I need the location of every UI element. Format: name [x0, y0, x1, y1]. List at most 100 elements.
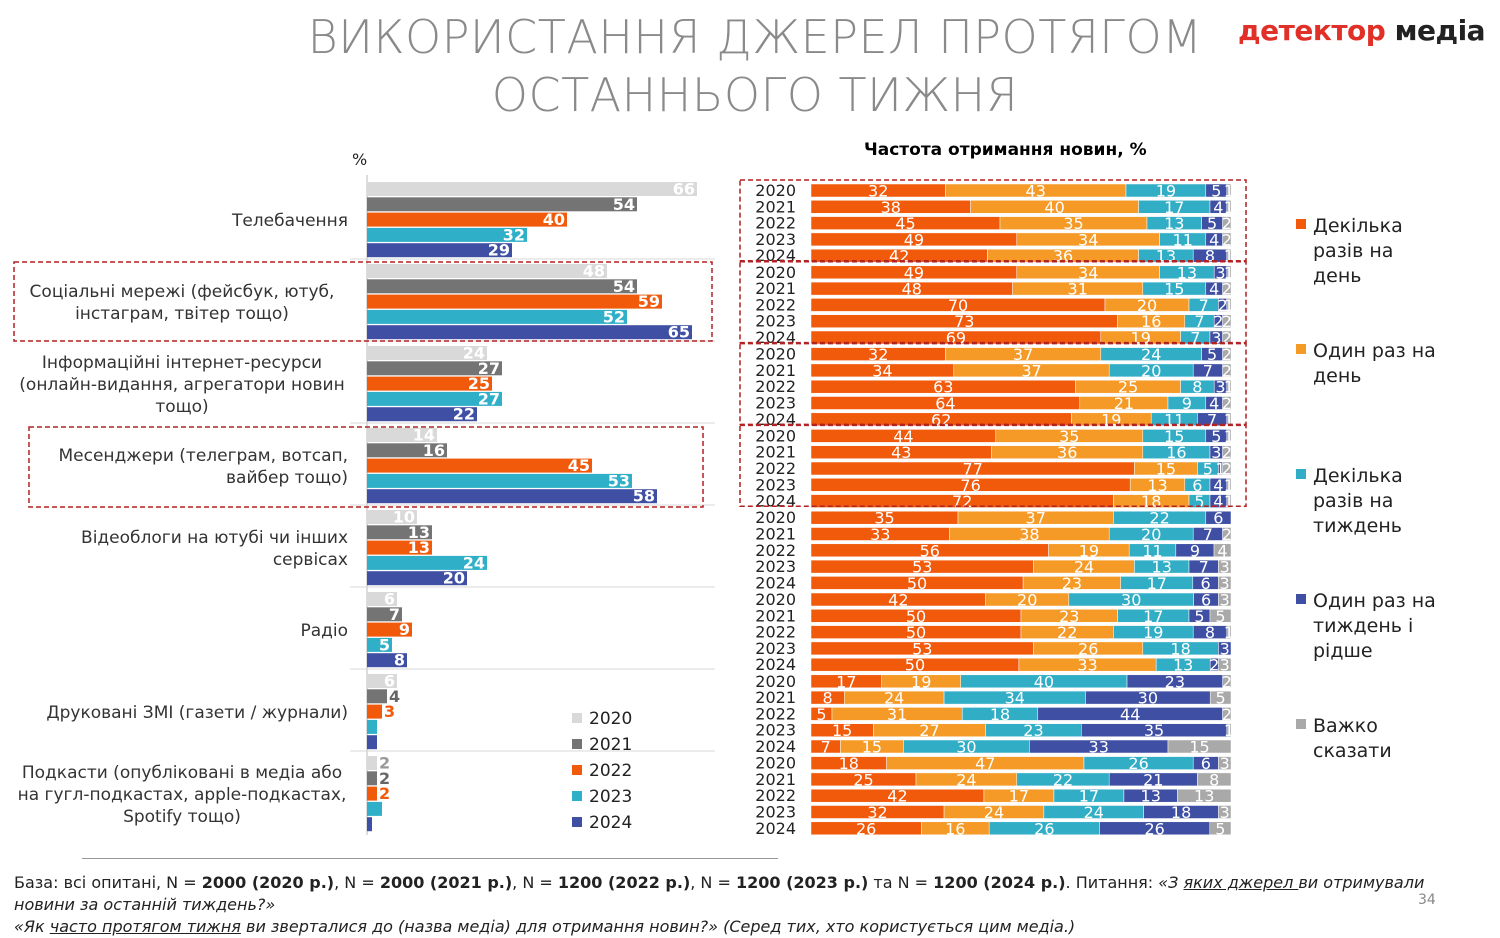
- year-label: 2021: [755, 688, 796, 707]
- segment-value-label: 24: [984, 803, 1004, 822]
- segment-value-label: 35: [1063, 214, 1083, 233]
- stack-segment: [1177, 788, 1232, 803]
- legend-label: 2023: [589, 787, 632, 807]
- segment-value-label: 18: [1170, 639, 1190, 658]
- category-label: Spotify тощо): [123, 807, 241, 827]
- segment-value-label: 64: [935, 394, 955, 413]
- footer-q1-b: ви отримували новини за останній тиждень…: [14, 873, 1425, 914]
- legend-label: сказати: [1313, 740, 1392, 762]
- bar-2022: [367, 294, 662, 309]
- bar-value-label: 66: [673, 180, 695, 199]
- stack-segment: [1222, 707, 1232, 721]
- stack-segment: [1222, 347, 1232, 361]
- segment-value-label: 2: [1213, 312, 1223, 331]
- stack-segment: [1213, 543, 1232, 558]
- bar-2020: [367, 592, 397, 606]
- segment-value-label: 20: [1141, 525, 1161, 544]
- year-label: 2022: [755, 704, 796, 723]
- bar-value-label: 9: [399, 620, 410, 639]
- stack-segment: [1222, 314, 1232, 328]
- segment-value-label: 50: [906, 607, 926, 626]
- segment-value-label: 16: [1141, 312, 1161, 331]
- year-label: 2020: [755, 508, 796, 527]
- segment-value-label: 2: [1218, 296, 1228, 315]
- bar-2023: [367, 555, 487, 570]
- segment-value-label: 20: [1017, 591, 1037, 610]
- segment-value-label: 19: [1079, 541, 1099, 560]
- footer-sep4: та N =: [868, 873, 934, 892]
- legend-label: разів на: [1313, 240, 1393, 262]
- segment-value-label: 32: [867, 803, 887, 822]
- segment-value-label: 26: [1034, 819, 1054, 838]
- segment-value-label: 26: [1078, 639, 1098, 658]
- segment-value-label: 11: [1173, 230, 1193, 249]
- year-label: 2022: [755, 295, 796, 314]
- year-label: 2021: [755, 770, 796, 789]
- logo-part-1: детектор: [1238, 14, 1386, 47]
- segment-value-label: 1: [1224, 182, 1234, 201]
- bar-2024: [367, 735, 377, 750]
- stack-segment: [1218, 756, 1232, 770]
- segment-value-label: 11: [1164, 410, 1184, 429]
- bar-2023: [367, 309, 627, 324]
- left-chart-unit: %: [352, 150, 368, 169]
- segment-value-label: 32: [868, 345, 888, 364]
- segment-value-label: 17: [1147, 574, 1167, 593]
- segment-value-label: 1: [1224, 476, 1234, 495]
- legend-label: Важко: [1313, 715, 1378, 737]
- footer-q1-underline: яких джерел: [1183, 873, 1299, 892]
- segment-value-label: 13: [1156, 247, 1176, 266]
- year-label: 2022: [755, 623, 796, 642]
- bar-value-label: 2: [379, 784, 390, 803]
- segment-value-label: 5: [1194, 492, 1204, 511]
- segment-value-label: 21: [1143, 770, 1163, 789]
- stack-segment: [1226, 379, 1232, 394]
- segment-value-label: 48: [902, 280, 922, 299]
- legend-label: день: [1313, 365, 1361, 387]
- legend-swatch-2022: [572, 765, 582, 775]
- category-label: Радіо: [300, 621, 348, 641]
- stack-segment: [1218, 657, 1232, 672]
- segment-value-label: 3: [1220, 656, 1230, 675]
- stack-segment: [1222, 216, 1232, 230]
- bar-value-label: 2: [379, 754, 390, 773]
- legend-label: тиждень і: [1313, 615, 1413, 637]
- legend-swatch: [1296, 219, 1306, 229]
- bar-value-label: 32: [503, 225, 525, 244]
- segment-value-label: 8: [1209, 770, 1219, 789]
- segment-value-label: 8: [823, 689, 833, 708]
- stack-segment: [1226, 478, 1232, 492]
- category-label: сервісах: [273, 550, 348, 570]
- segment-value-label: 18: [1171, 803, 1191, 822]
- year-label: 2023: [755, 557, 796, 576]
- segment-value-label: 19: [1101, 410, 1121, 429]
- segment-value-label: 7: [1203, 361, 1213, 380]
- segment-value-label: 42: [888, 591, 908, 610]
- segment-value-label: 3: [1220, 639, 1230, 658]
- footer-question-label: . Питання:: [1065, 873, 1159, 892]
- segment-value-label: 49: [904, 230, 924, 249]
- bar-2021: [367, 525, 432, 540]
- footer-q1-a: «З: [1158, 873, 1184, 892]
- bar-value-label: 7: [389, 605, 400, 624]
- stack-segment: [1226, 200, 1232, 214]
- bar-2022: [367, 540, 432, 555]
- category-label: на гугл-подкастах, apple-подкастах,: [18, 785, 347, 805]
- segment-value-label: 53: [912, 558, 932, 577]
- segment-value-label: 53: [912, 639, 932, 658]
- segment-value-label: 5: [1215, 607, 1225, 626]
- segment-value-label: 35: [1059, 427, 1079, 446]
- segment-value-label: 3: [1215, 263, 1225, 282]
- segment-value-label: 13: [1147, 476, 1167, 495]
- year-label: 2020: [755, 181, 796, 200]
- segment-value-label: 13: [1141, 787, 1161, 806]
- legend-swatch: [1296, 594, 1306, 604]
- segment-value-label: 13: [1194, 787, 1214, 806]
- segment-value-label: 30: [1121, 591, 1141, 610]
- segment-value-label: 18: [990, 705, 1010, 724]
- segment-value-label: 26: [1144, 819, 1164, 838]
- bar-value-label: 45: [568, 456, 590, 475]
- bar-2021: [367, 689, 387, 704]
- legend-label: 2021: [589, 735, 632, 755]
- footer-n2: 2000 (2021 р.): [379, 873, 513, 892]
